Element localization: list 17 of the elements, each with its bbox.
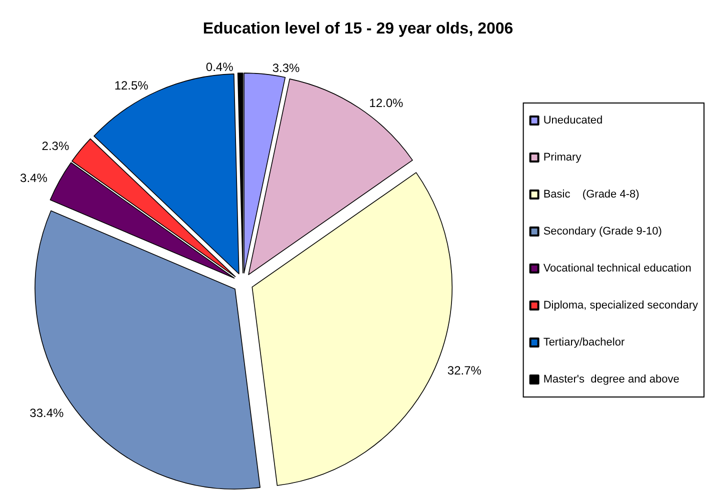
legend-label: Basic (Grade 4-8) (543, 188, 640, 200)
legend-label: Vocational technical education (543, 262, 692, 274)
data-label: 33.4% (30, 406, 64, 420)
legend-label: Diploma, specialized secondary (543, 300, 698, 312)
legend-label: Uneducated (543, 114, 603, 126)
data-label: 3.3% (272, 61, 300, 76)
data-label: 12.5% (114, 78, 149, 93)
data-label: 3.4% (20, 170, 48, 185)
chart-title: Education level of 15 - 29 year olds, 2006 (202, 20, 514, 38)
data-label: 2.3% (42, 138, 70, 153)
legend-label: Secondary (Grade 9-10) (543, 226, 662, 238)
data-label: 0.4% (206, 60, 234, 74)
data-label: 32.7% (447, 364, 482, 378)
legend-label: Tertiary/bachelor (543, 336, 625, 348)
legend-label: Primary (543, 152, 582, 164)
legend-label: Master's degree and above (543, 374, 680, 386)
data-label: 12.0% (369, 96, 404, 110)
